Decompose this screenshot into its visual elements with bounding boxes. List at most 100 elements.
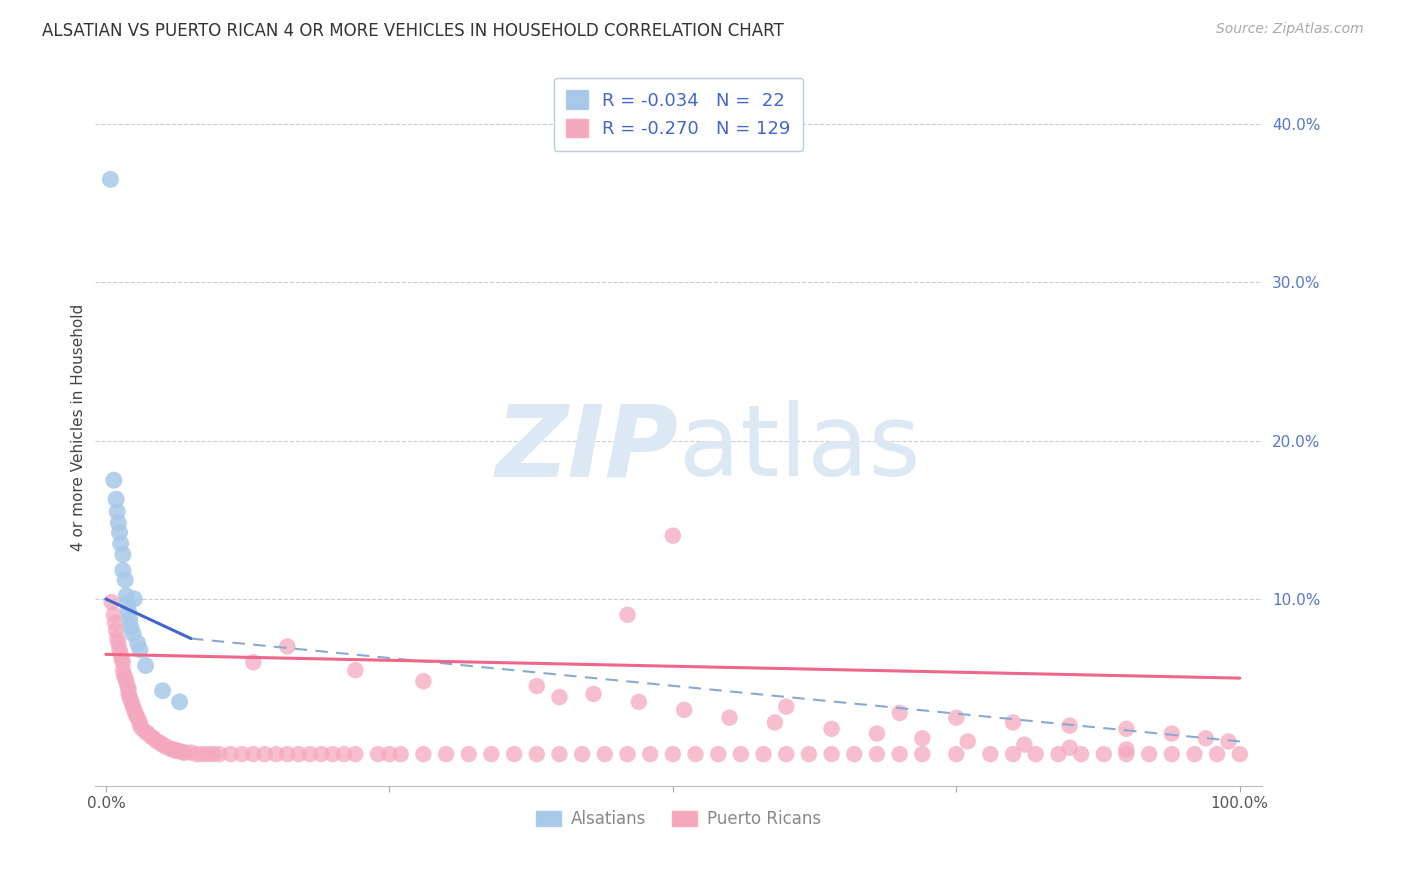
Point xyxy=(775,699,797,714)
Text: ZIP: ZIP xyxy=(495,401,679,497)
Point xyxy=(191,747,214,761)
Point xyxy=(108,525,131,540)
Point xyxy=(1025,747,1047,761)
Point xyxy=(593,747,616,761)
Point xyxy=(122,627,145,641)
Point xyxy=(169,744,191,758)
Point xyxy=(526,679,548,693)
Legend: Alsatians, Puerto Ricans: Alsatians, Puerto Ricans xyxy=(530,804,828,835)
Y-axis label: 4 or more Vehicles in Household: 4 or more Vehicles in Household xyxy=(72,303,86,550)
Point xyxy=(115,589,138,603)
Point xyxy=(152,683,174,698)
Point xyxy=(253,747,276,761)
Point xyxy=(122,699,145,714)
Point xyxy=(1206,747,1229,761)
Point xyxy=(1047,747,1070,761)
Point xyxy=(186,747,208,761)
Point xyxy=(1115,722,1137,736)
Point xyxy=(276,747,298,761)
Point xyxy=(120,620,142,634)
Point xyxy=(1059,718,1081,732)
Point xyxy=(100,595,122,609)
Point xyxy=(111,564,134,578)
Point xyxy=(135,658,157,673)
Point xyxy=(775,747,797,761)
Point xyxy=(153,739,176,754)
Point xyxy=(111,655,134,669)
Point xyxy=(103,473,125,487)
Point xyxy=(378,747,401,761)
Point xyxy=(125,709,148,723)
Point xyxy=(276,640,298,654)
Point xyxy=(165,744,187,758)
Point xyxy=(105,505,128,519)
Point xyxy=(149,736,172,750)
Text: Source: ZipAtlas.com: Source: ZipAtlas.com xyxy=(1216,22,1364,37)
Point xyxy=(160,742,183,756)
Point xyxy=(208,747,231,761)
Point xyxy=(107,516,129,530)
Point xyxy=(627,695,650,709)
Point xyxy=(945,711,967,725)
Point xyxy=(616,747,638,761)
Point xyxy=(1218,734,1240,748)
Point xyxy=(117,687,139,701)
Point xyxy=(1092,747,1115,761)
Point xyxy=(169,695,191,709)
Point xyxy=(979,747,1001,761)
Point xyxy=(219,747,242,761)
Text: atlas: atlas xyxy=(679,401,920,497)
Point xyxy=(105,632,128,646)
Point xyxy=(135,725,157,739)
Point xyxy=(503,747,526,761)
Point xyxy=(117,679,139,693)
Point xyxy=(548,690,571,705)
Point xyxy=(889,747,911,761)
Point xyxy=(333,747,356,761)
Point xyxy=(264,747,287,761)
Point xyxy=(152,738,174,752)
Point xyxy=(114,573,136,587)
Point xyxy=(103,607,125,622)
Point xyxy=(111,652,134,666)
Point xyxy=(344,747,367,761)
Point xyxy=(1184,747,1206,761)
Point xyxy=(866,747,889,761)
Point xyxy=(129,715,152,730)
Point xyxy=(1115,747,1137,761)
Point xyxy=(1160,726,1182,740)
Point xyxy=(866,726,889,740)
Point xyxy=(412,747,434,761)
Point xyxy=(112,668,135,682)
Point xyxy=(146,734,169,748)
Point xyxy=(763,715,786,730)
Point xyxy=(616,607,638,622)
Point xyxy=(180,746,202,760)
Point xyxy=(1160,747,1182,761)
Point xyxy=(174,746,197,760)
Text: ALSATIAN VS PUERTO RICAN 4 OR MORE VEHICLES IN HOUSEHOLD CORRELATION CHART: ALSATIAN VS PUERTO RICAN 4 OR MORE VEHIC… xyxy=(42,22,785,40)
Point xyxy=(820,747,842,761)
Point xyxy=(707,747,730,761)
Point xyxy=(844,747,866,761)
Point xyxy=(114,671,136,685)
Point xyxy=(311,747,333,761)
Point xyxy=(457,747,479,761)
Point xyxy=(127,711,149,725)
Point xyxy=(673,703,696,717)
Point xyxy=(117,682,139,697)
Point xyxy=(122,591,145,606)
Point xyxy=(117,597,139,611)
Point xyxy=(118,613,141,627)
Point xyxy=(1070,747,1092,761)
Point xyxy=(638,747,661,761)
Point xyxy=(104,615,127,630)
Point xyxy=(105,624,128,638)
Point xyxy=(197,747,219,761)
Point xyxy=(685,747,707,761)
Point xyxy=(127,636,149,650)
Point xyxy=(242,747,264,761)
Point xyxy=(911,731,934,746)
Point xyxy=(752,747,775,761)
Point xyxy=(367,747,389,761)
